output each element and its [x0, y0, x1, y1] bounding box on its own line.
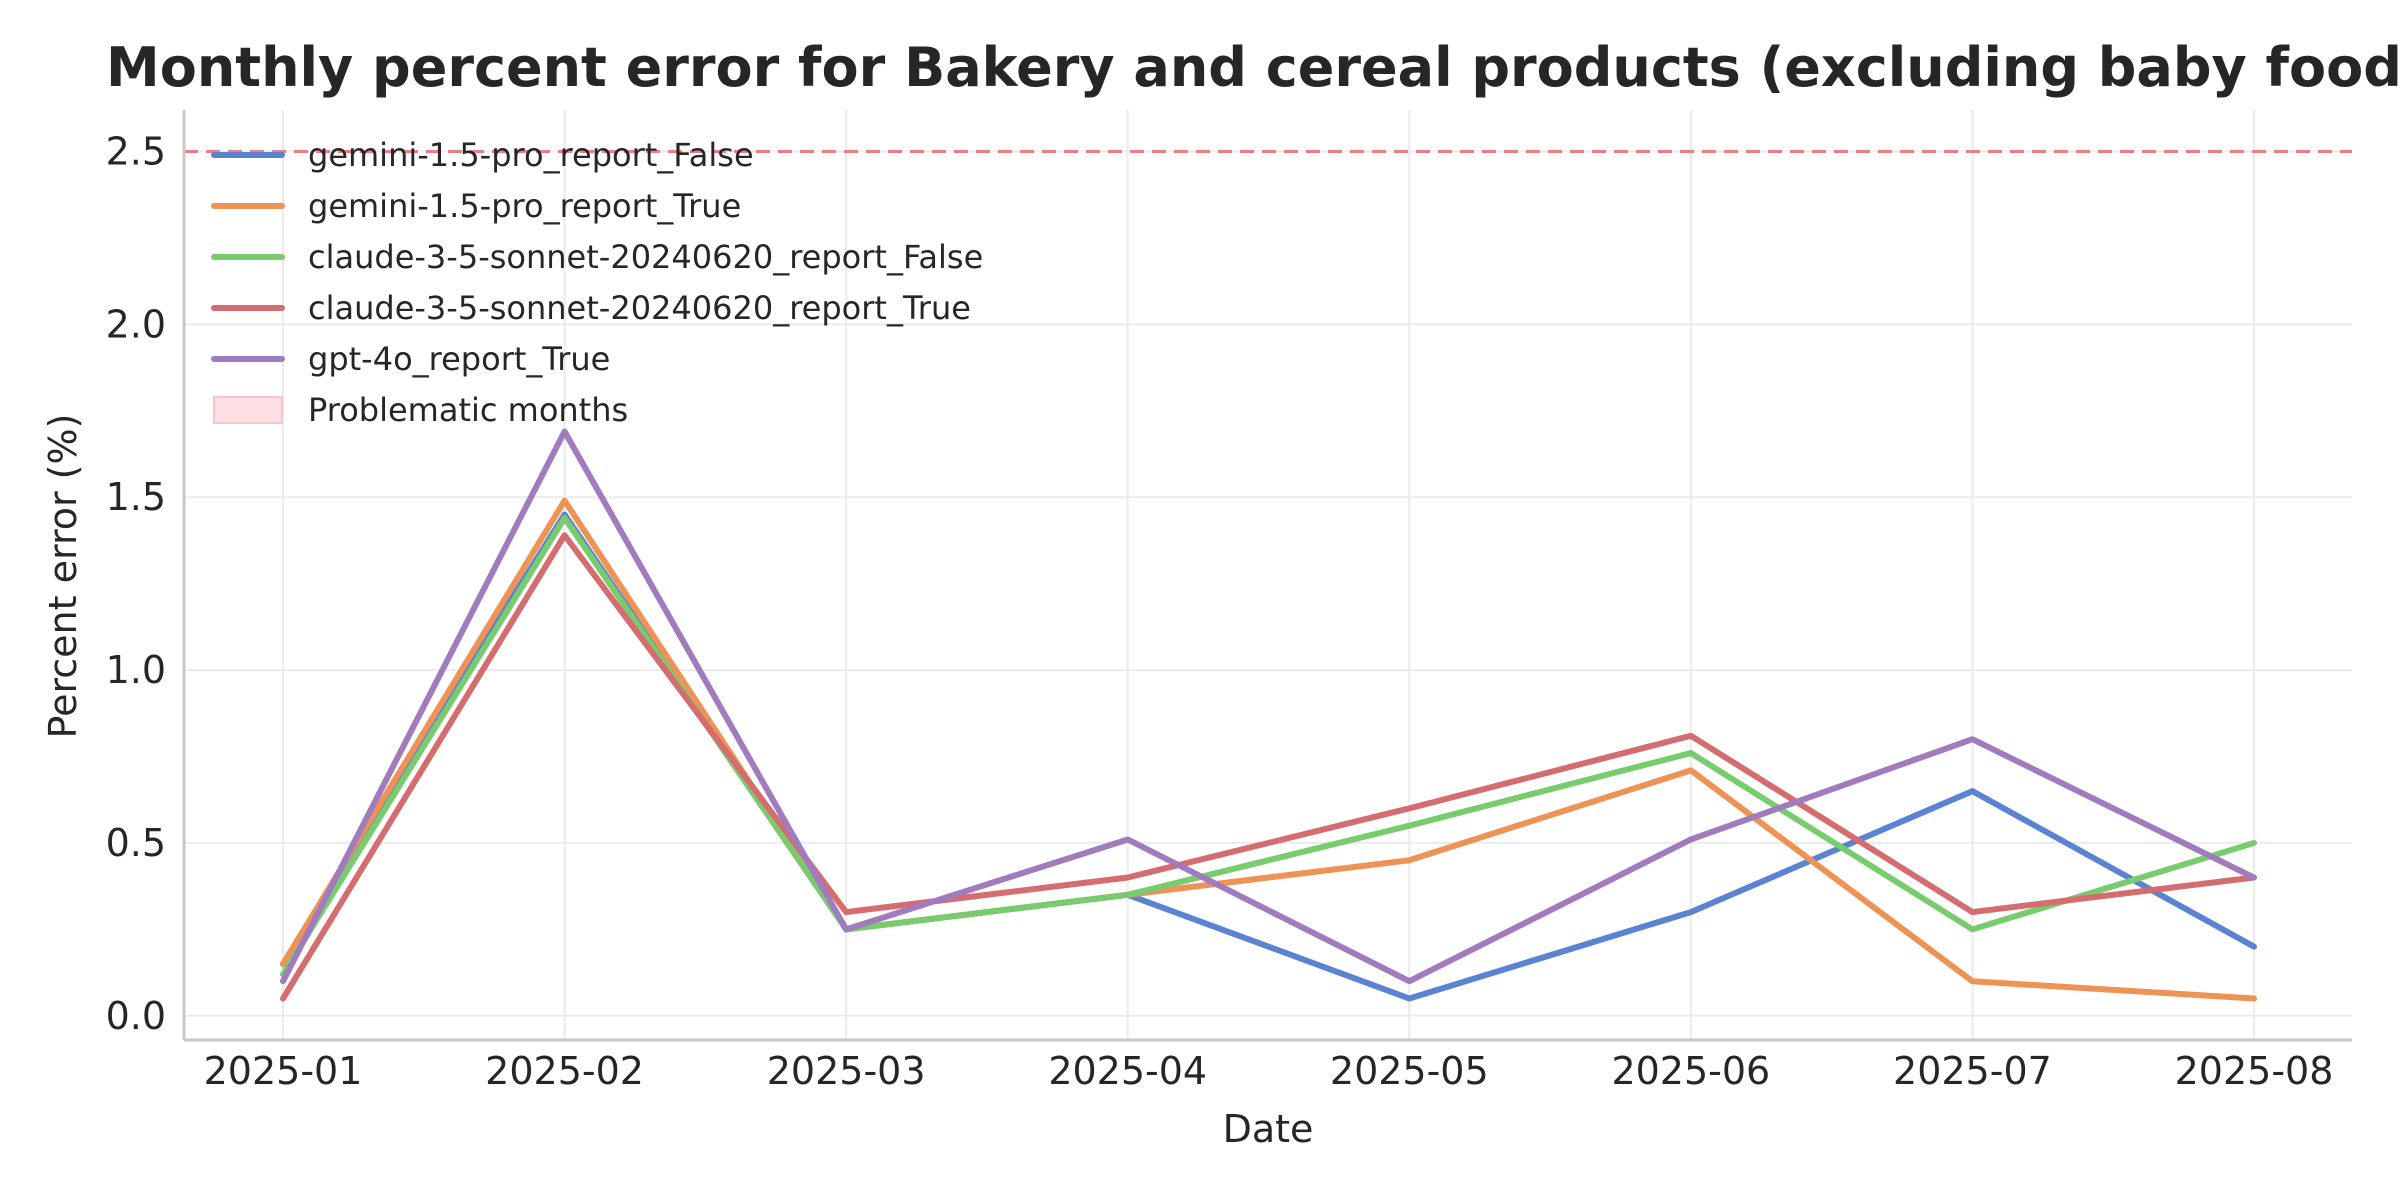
legend-swatch-shaded: [213, 396, 283, 424]
x-tick-label: 2025-04: [1048, 1049, 1207, 1093]
series-line: [280, 514, 2257, 978]
legend-label: gemini-1.5-pro_report_False: [308, 136, 754, 174]
x-tick-label: 2025-07: [1893, 1049, 2052, 1093]
series-line: [280, 532, 2257, 1002]
x-tick-label: 2025-06: [1611, 1049, 1770, 1093]
x-tick-label: 2025-08: [2175, 1049, 2334, 1093]
legend-label: claude-3-5-sonnet-20240620_report_True: [308, 289, 971, 327]
legend-label: gpt-4o_report_True: [308, 340, 610, 378]
y-tick-label: 1.0: [106, 648, 166, 692]
axes: [182, 110, 2352, 1042]
series-line: [280, 511, 2257, 1002]
series-5: [280, 428, 2257, 985]
series-line: [280, 428, 2257, 985]
legend-label: gemini-1.5-pro_report_True: [308, 187, 741, 225]
y-tick-label: 1.5: [106, 475, 166, 519]
y-tick-label: 0.0: [106, 994, 166, 1038]
series-1: [280, 511, 2257, 1002]
x-tick-label: 2025-03: [767, 1049, 926, 1093]
x-tick-labels: 2025-01 2025-02 2025-03 2025-04 2025-05 2025-…: [204, 1049, 2334, 1093]
series-layer: [280, 428, 2257, 1002]
x-axis-label: Date: [1223, 1107, 1314, 1151]
y-tick-label: 0.5: [106, 821, 166, 865]
series-line: [280, 497, 2257, 1002]
y-axis-label: Percent error (%): [41, 414, 85, 739]
y-tick-labels: 0.0 0.5 1.0 1.5 2.0 2.5: [106, 129, 166, 1037]
legend-label: Problematic months: [308, 391, 628, 429]
y-tick-label: 2.5: [106, 129, 166, 173]
y-tick-label: 2.0: [106, 302, 166, 346]
series-2: [280, 497, 2257, 1002]
chart-title: Monthly percent error for Bakery and cer…: [106, 36, 2400, 99]
legend-label: claude-3-5-sonnet-20240620_report_False: [308, 238, 983, 276]
x-tick-label: 2025-05: [1330, 1049, 1489, 1093]
series-4: [280, 532, 2257, 1002]
x-tick-label: 2025-02: [485, 1049, 644, 1093]
x-tick-label: 2025-01: [204, 1049, 363, 1093]
legend: gemini-1.5-pro_report_False gemini-1.5-pr…: [211, 136, 983, 429]
series-3: [280, 514, 2257, 978]
